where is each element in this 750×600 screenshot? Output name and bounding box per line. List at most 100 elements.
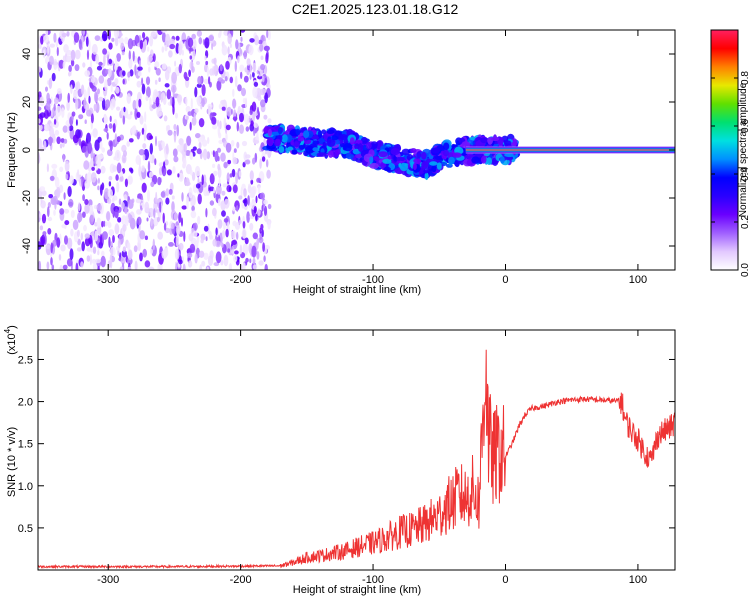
noise-cell	[95, 154, 101, 165]
signal-cell	[443, 142, 450, 151]
signal-cell	[343, 143, 353, 152]
noise-cell	[166, 89, 171, 100]
noise-cell	[120, 42, 125, 51]
noise-cell	[216, 80, 222, 91]
noise-cell	[249, 170, 254, 181]
noise-cell	[108, 68, 112, 78]
noise-cell	[216, 119, 220, 127]
signal-cell	[504, 153, 514, 158]
noise-cell	[195, 133, 201, 139]
noise-cell	[66, 31, 70, 37]
noise-cell	[205, 60, 209, 66]
noise-cell	[219, 120, 222, 130]
y-tick-label: 20	[21, 96, 33, 108]
noise-cell	[122, 115, 126, 125]
noise-cell	[53, 209, 56, 216]
noise-cell	[93, 152, 96, 165]
noise-cell	[52, 195, 58, 205]
noise-cell	[261, 229, 264, 238]
noise-cell	[213, 262, 220, 267]
noise-cell	[102, 220, 106, 227]
noise-cell	[232, 220, 237, 227]
noise-cell	[61, 32, 67, 38]
noise-cell	[267, 220, 271, 230]
noise-cell	[46, 163, 50, 173]
noise-cell	[189, 243, 196, 253]
noise-cell	[252, 232, 258, 240]
noise-cell	[213, 64, 219, 77]
noise-cell	[196, 96, 202, 104]
noise-cell	[111, 197, 115, 203]
spectrogram-x-ticks: -300 -200 -100 0 100	[97, 30, 647, 286]
noise-cell	[102, 231, 108, 240]
noise-cell	[193, 112, 196, 119]
colorbar: 0.0 0.2 0.4 0.6 0.8 Normalized spectral ampl…	[710, 29, 750, 277]
noise-cell	[203, 252, 209, 260]
noise-cell	[204, 37, 210, 49]
noise-cell	[200, 104, 203, 110]
noise-cell	[244, 159, 251, 165]
noise-cell	[132, 50, 135, 62]
colorbar-tick-label: 0.4	[740, 167, 750, 181]
noise-cell	[196, 83, 202, 88]
noise-cell	[184, 150, 191, 156]
noise-cell	[49, 122, 56, 128]
noise-cell	[230, 140, 235, 147]
noise-cell	[215, 251, 222, 264]
noise-cell	[48, 77, 53, 89]
noise-cell	[138, 98, 142, 108]
noise-cell	[112, 123, 116, 133]
noise-cell	[169, 38, 176, 45]
snr-y-ticks: 0.5 1.0 1.5 2.0 2.5	[18, 354, 675, 535]
noise-cell	[127, 242, 131, 251]
noise-cell	[189, 151, 194, 160]
noise-cell	[172, 148, 178, 157]
noise-cell	[172, 166, 176, 174]
noise-cell	[155, 68, 161, 76]
noise-cell	[59, 166, 64, 173]
noise-cell	[154, 91, 159, 97]
signal-cell	[430, 147, 441, 154]
noise-cell	[49, 55, 54, 66]
noise-cell	[252, 71, 255, 78]
noise-cell	[213, 170, 218, 176]
noise-cell	[159, 201, 162, 213]
noise-cell	[261, 156, 266, 162]
noise-cell	[62, 61, 66, 69]
noise-cell	[149, 143, 153, 155]
noise-cell	[114, 223, 120, 235]
noise-cell	[190, 200, 194, 207]
noise-cell	[86, 49, 90, 60]
signal-cell	[331, 135, 339, 141]
noise-cell	[84, 233, 91, 239]
noise-cell	[164, 69, 170, 81]
noise-cell	[120, 201, 125, 210]
noise-cell	[257, 95, 262, 101]
noise-cell	[185, 181, 191, 186]
noise-cell	[74, 64, 80, 72]
noise-cell	[256, 177, 261, 183]
noise-cell	[142, 248, 147, 258]
noise-cell	[227, 159, 232, 165]
noise-cell	[239, 64, 245, 72]
noise-cell	[45, 102, 51, 111]
signal-cell	[335, 139, 341, 145]
noise-cell	[244, 237, 249, 245]
noise-cell	[66, 258, 73, 267]
noise-cell	[97, 185, 100, 191]
y-tick-label: -20	[21, 190, 33, 206]
noise-cell	[109, 140, 113, 152]
noise-cell	[44, 109, 49, 120]
y-tick-label: 2.5	[18, 354, 33, 366]
noise-cell	[127, 175, 133, 185]
noise-cell	[88, 95, 91, 104]
noise-cell	[220, 152, 226, 162]
x-tick-label: 0	[502, 574, 508, 586]
noise-cell	[219, 30, 222, 37]
noise-cell	[201, 260, 206, 267]
signal-cell	[278, 146, 285, 153]
noise-cell	[216, 147, 222, 153]
noise-cell	[134, 260, 138, 270]
noise-cell	[178, 242, 184, 251]
signal-cell	[295, 128, 301, 136]
